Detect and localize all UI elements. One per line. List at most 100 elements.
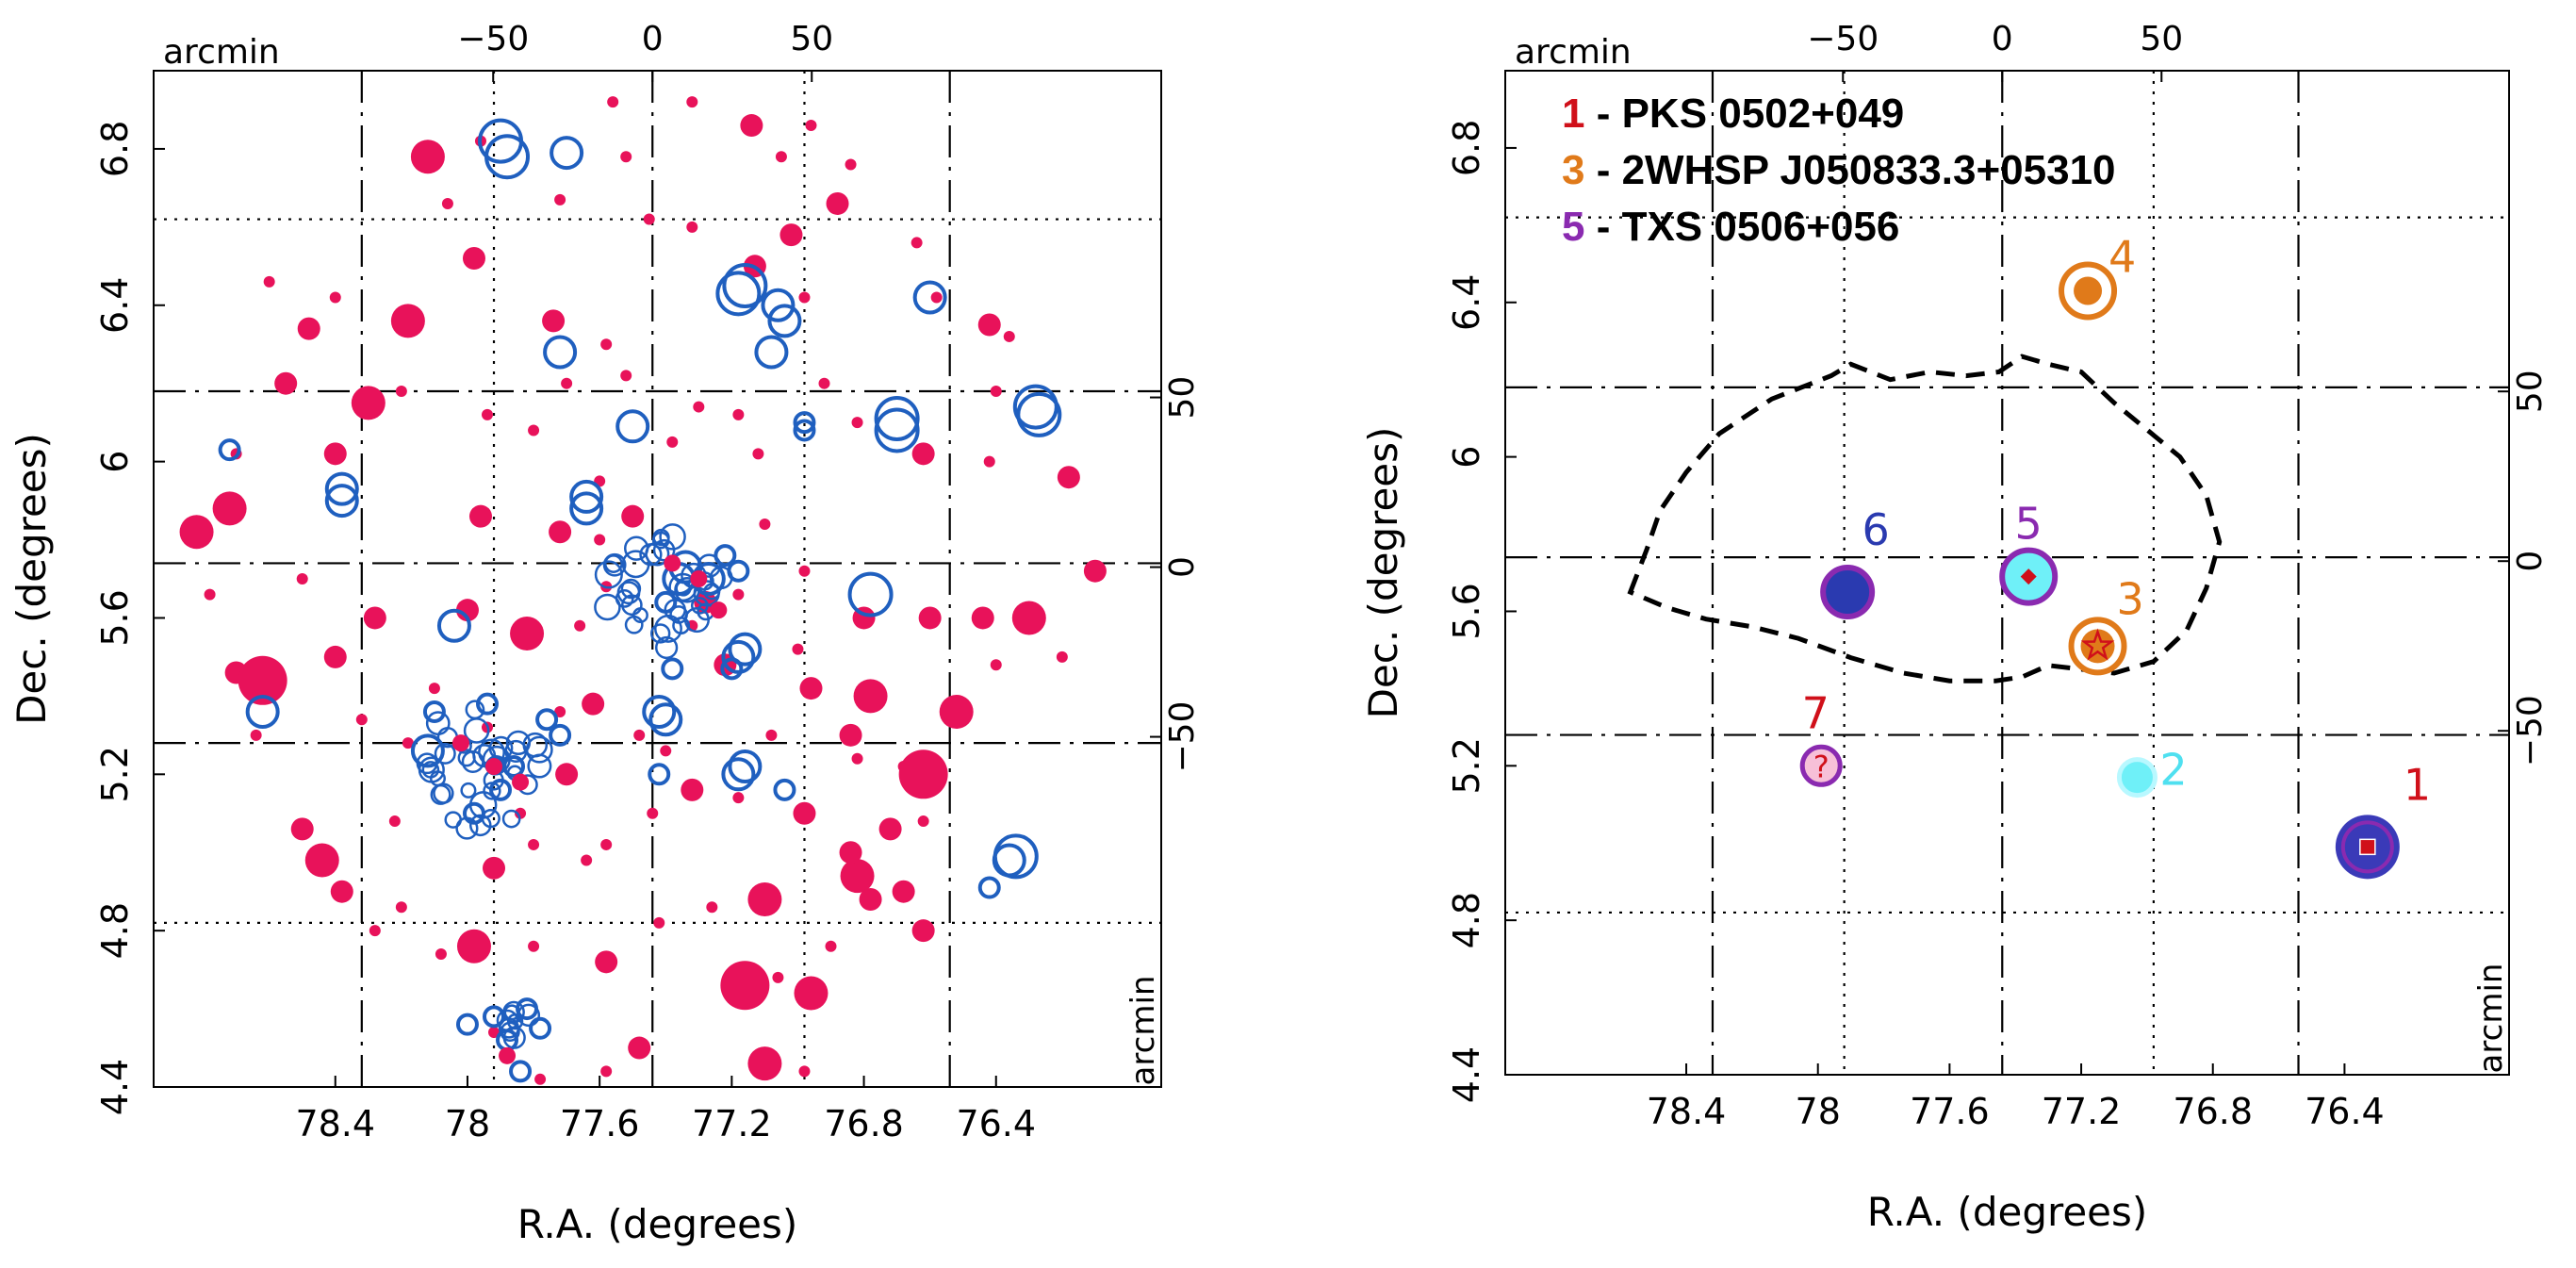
top-arcmin-tick-label: 0 [642,20,664,58]
source-open-small [483,782,501,800]
source-open [648,763,671,786]
source-filled [574,619,586,632]
x-tick-label: 78 [1796,1091,1841,1132]
source-filled [720,961,770,1011]
source-open-small [674,576,700,603]
source-open-small [503,1004,520,1021]
x-tick-label: 76.8 [824,1103,904,1144]
top-arcmin-tick-label: 50 [2140,20,2183,58]
source-open [793,411,816,435]
source-filled [747,1046,782,1081]
y-tick-label: 5.6 [94,589,136,646]
source-open [874,407,920,453]
source-filled [594,534,606,546]
source-6-label: 6 [1862,504,1890,555]
source-filled [499,1046,517,1064]
source-filled [441,197,453,209]
source-filled [620,151,632,163]
x-tick-label: 77.2 [2042,1091,2122,1132]
source-filled [1011,601,1046,635]
source-filled [747,881,782,916]
source-filled [930,291,943,304]
source-filled [621,504,645,528]
source-filled [799,677,823,700]
source-filled [263,275,275,288]
y-tick-label: 6.4 [1446,274,1487,331]
source-filled [179,515,214,550]
source-open-small [602,552,627,577]
source-open [721,757,756,792]
x-axis-label: R.A. (degrees) [517,1201,798,1247]
source-filled [435,948,447,961]
source-filled [643,213,655,225]
source-filled [779,223,803,247]
source-filled [740,114,763,138]
source-open-small [455,816,479,840]
source-filled [690,570,708,587]
source-filled [732,792,745,804]
source-open [847,571,894,618]
right-arcmin-tick-label: 0 [2511,551,2550,572]
x-tick-label: 78.4 [295,1103,375,1144]
source-open [550,136,584,171]
source-filled [990,659,1002,671]
source-open [569,491,604,526]
source-open [992,843,1026,878]
source-filled [204,588,216,601]
x-tick-label: 76.8 [2173,1091,2253,1132]
source-filled [818,377,830,389]
source-filled [542,309,566,333]
source-open [529,1016,552,1040]
source-filled [983,455,995,468]
source-filled [911,442,935,466]
source-filled [628,1036,651,1060]
right-arcmin-tick-label: 50 [1163,376,1202,420]
source-open-small [616,581,641,605]
right-arcmin-tick-label: −50 [2511,695,2550,766]
source-6-marker [1820,564,1876,619]
source-filled [798,565,811,577]
source-open [436,608,471,643]
source-filled [451,734,469,752]
source-open [715,271,762,317]
source-open-small [502,1026,526,1049]
source-open [648,702,683,737]
source-5-label: 5 [2015,499,2043,550]
source-filled [561,377,573,389]
source-open-small [425,711,451,736]
source-open-small [506,1013,524,1030]
right-arcmin-tick-label: 50 [2511,370,2550,413]
y-tick-label: 4.4 [94,1059,136,1115]
source-filled [706,901,718,914]
y-tick-label: 4.8 [94,902,136,959]
source-filled [990,385,1002,397]
source-7-marker [1799,744,1843,787]
source-filled [845,158,857,171]
source-filled [686,221,698,233]
x-tick-label: 78 [445,1103,490,1144]
source-filled [765,729,778,741]
x-tick-label: 77.2 [692,1103,772,1144]
x-tick-label: 76.4 [2305,1091,2385,1132]
source-filled [1056,650,1068,663]
source-open-small [460,782,477,799]
right-arcmin-label: arcmin [1124,976,1162,1086]
source-open [483,1005,506,1029]
source-filled [363,606,386,630]
source-filled [633,729,646,741]
source-open-small [654,635,679,660]
y-tick-label: 6.8 [94,121,136,177]
source-filled [395,901,407,914]
source-filled [481,408,493,420]
source-open-small [434,742,456,765]
source-filled [296,573,308,585]
source-filled [825,940,837,952]
source-open [761,288,796,322]
source-5-diamond [2020,568,2037,585]
source-2-label: 2 [2159,745,2187,796]
source-filled [581,854,593,866]
source-7-label: 7 [1802,687,1829,738]
y-axis-label: Dec. (degrees) [8,433,55,725]
